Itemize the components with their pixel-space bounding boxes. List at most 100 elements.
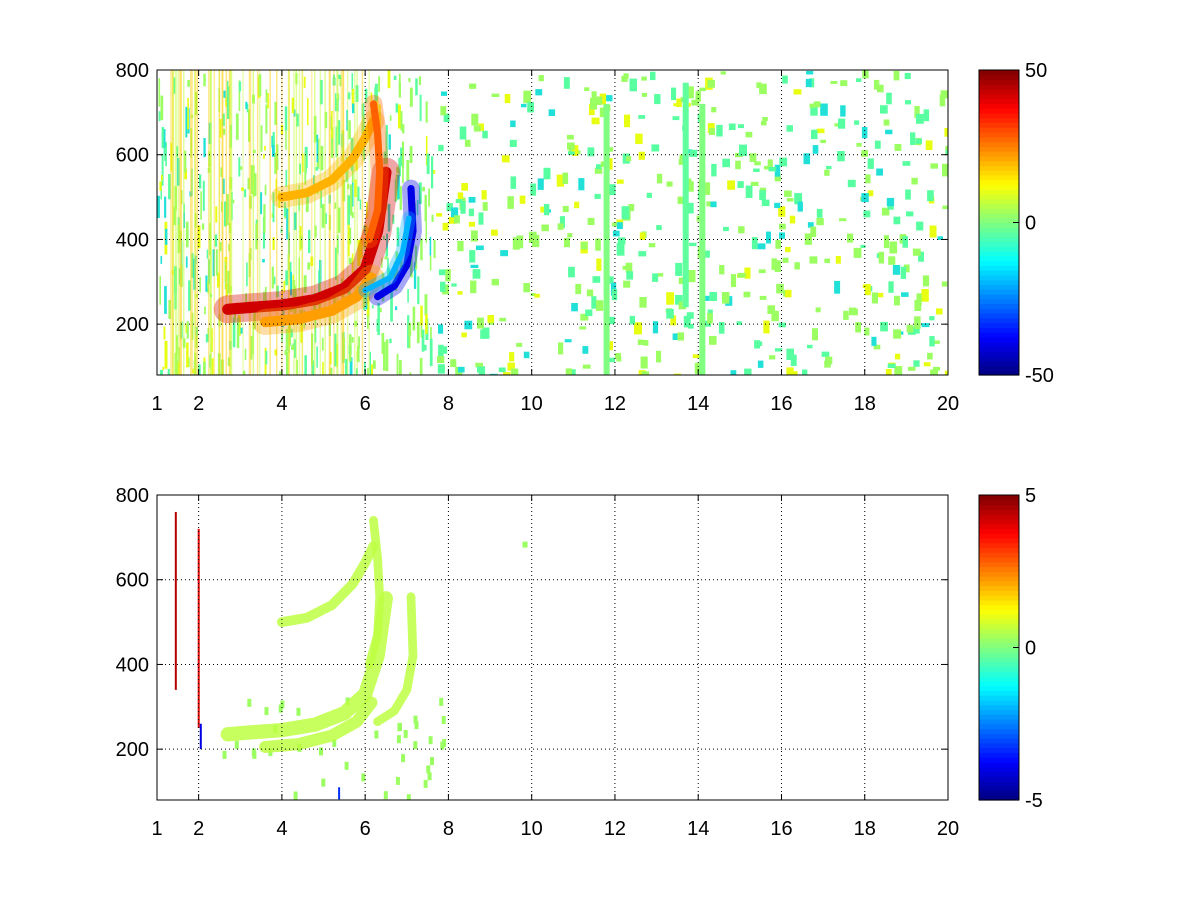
- heatmap-cell: [556, 174, 564, 187]
- heatmap-cell: [402, 124, 405, 134]
- heatmap-cell: [930, 163, 938, 169]
- heatmap-cell: [428, 188, 430, 207]
- heatmap-cell: [457, 366, 465, 373]
- grid-lines: [157, 70, 948, 375]
- heatmap-cell: [357, 239, 361, 266]
- heatmap-cell: [238, 80, 241, 111]
- heatmap-cell: [888, 256, 896, 265]
- colorbar-segment: [979, 179, 1019, 185]
- colorbar-segment: [979, 189, 1019, 195]
- heatmap-cell: [520, 103, 527, 108]
- heatmap-cell: [357, 186, 360, 201]
- colorbar-segment: [979, 590, 1019, 596]
- colorbar-segment: [979, 270, 1019, 276]
- heatmap-cell: [331, 126, 334, 158]
- heatmap-cell: [468, 221, 475, 227]
- heatmap-cell: [424, 344, 427, 351]
- heatmap-cell: [569, 369, 576, 375]
- heatmap-cell: [199, 277, 201, 293]
- heatmap-cell: [617, 237, 626, 245]
- colorbar-segment: [979, 595, 1019, 601]
- colorbar-segment: [979, 509, 1019, 515]
- heatmap-cell: [416, 321, 420, 344]
- heatmap-cell: [425, 101, 428, 123]
- heatmap-cell: [499, 317, 507, 322]
- heatmap-cell: [177, 224, 181, 254]
- heatmap-cell: [453, 215, 460, 224]
- heatmap-cell: [873, 344, 881, 350]
- heatmap-cell: [824, 258, 830, 264]
- heatmap-cell: [164, 340, 168, 369]
- heatmap-cell: [429, 236, 432, 256]
- heatmap-cell: [735, 152, 743, 158]
- heatmap-streak: [191, 70, 193, 375]
- heatmap-cell: [381, 333, 385, 354]
- heatmap-cell: [419, 358, 423, 375]
- heatmap-cell: [675, 262, 683, 276]
- heatmap-cell: [383, 341, 386, 371]
- heatmap-cell: [856, 142, 862, 147]
- heatmap-cell: [329, 367, 333, 375]
- heatmap-cell: [347, 92, 351, 100]
- heatmap-cell: [176, 146, 178, 158]
- heatmap-cell: [177, 217, 180, 228]
- colorbar-segment: [979, 671, 1019, 677]
- heatmap-cell: [351, 160, 354, 188]
- heatmap-cell: [616, 179, 624, 184]
- heatmap-cell: [623, 280, 631, 288]
- heatmap-streak: [175, 70, 177, 375]
- heatmap-streak: [340, 70, 342, 375]
- heatmap-cell: [472, 269, 481, 279]
- heatmap-cell: [222, 128, 226, 135]
- heatmap-cell: [420, 318, 423, 338]
- heatmap-cell: [459, 126, 467, 140]
- heatmap-cell: [847, 233, 854, 243]
- colorbar-segment: [979, 241, 1019, 247]
- heatmap-cell: [264, 286, 267, 305]
- heatmap-cell: [893, 295, 900, 306]
- heatmap-cell: [425, 136, 428, 166]
- heatmap-cell: [396, 167, 399, 174]
- heatmap-cell: [176, 335, 178, 354]
- heatmap-cell: [626, 271, 634, 280]
- heatmap-cell: [906, 211, 914, 217]
- heatmap-cell: [861, 150, 868, 157]
- heatmap-cell: [489, 373, 498, 375]
- heatmap-cell: [723, 226, 729, 232]
- x-tick-label: 10: [521, 393, 543, 415]
- heatmap-streak: [328, 70, 331, 375]
- heatmap-cell: [316, 134, 319, 163]
- heatmap-cell: [512, 237, 520, 250]
- heatmap-cell: [629, 78, 637, 92]
- heatmap-cell: [351, 88, 354, 109]
- heatmap-cell: [206, 280, 209, 288]
- heatmap-streak: [356, 70, 358, 375]
- heatmap-cell: [793, 89, 802, 95]
- heatmap-cell: [159, 369, 163, 375]
- heatmap-cell: [786, 125, 793, 132]
- heatmap-cell: [310, 256, 314, 267]
- heatmap-cell: [455, 199, 463, 204]
- heatmap-cell: [162, 366, 165, 371]
- colorbar-tick-label: 5: [1025, 485, 1036, 507]
- heatmap-cell: [607, 276, 614, 284]
- heatmap-cell: [160, 95, 164, 121]
- colorbar-segment: [979, 136, 1019, 143]
- heatmap-cell: [198, 174, 202, 189]
- heatmap-cell: [286, 208, 289, 240]
- colorbar-segment: [979, 776, 1019, 782]
- heatmap-cell: [366, 289, 370, 317]
- heatmap-cell: [381, 272, 385, 302]
- heatmap-cell: [228, 223, 232, 234]
- heatmap-cell: [364, 88, 368, 104]
- colorbar-segment: [979, 365, 1019, 371]
- heatmap-cell: [918, 251, 924, 262]
- heatmap-cell: [582, 346, 589, 354]
- heatmap-cell: [757, 243, 766, 250]
- heatmap-cell: [396, 353, 399, 375]
- heatmap-cell: [206, 249, 209, 259]
- heatmap-cell: [160, 182, 162, 200]
- heatmap-cell: [638, 251, 647, 257]
- heatmap-cell: [509, 352, 515, 362]
- heatmap-cell: [296, 113, 299, 127]
